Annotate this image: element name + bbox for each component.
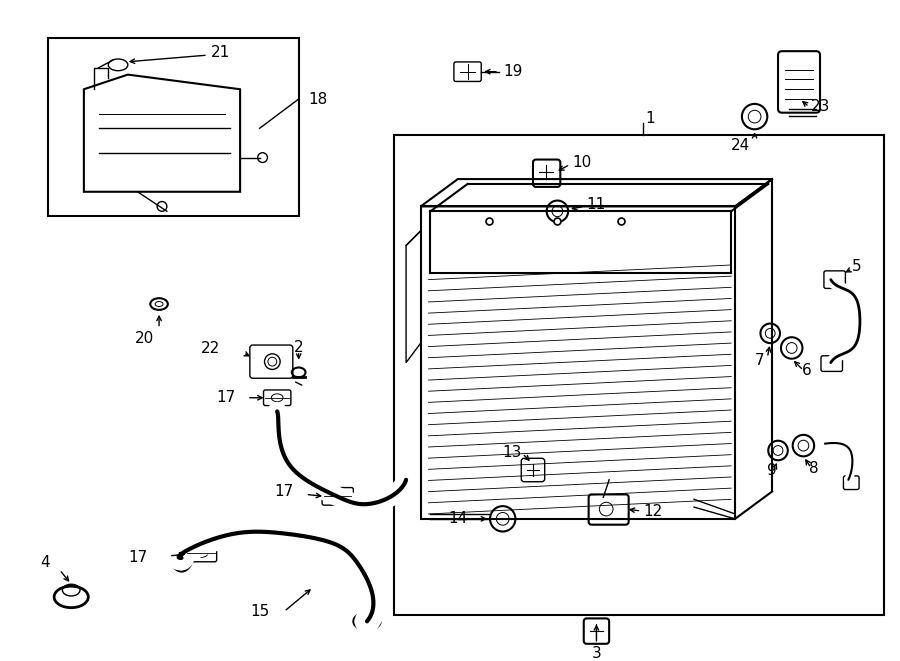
Text: 1: 1 [645, 111, 655, 126]
Text: 20: 20 [135, 330, 154, 346]
Text: 15: 15 [250, 604, 269, 619]
Text: 11: 11 [587, 197, 606, 212]
Bar [394, 135, 885, 615]
Text: 18: 18 [309, 91, 328, 106]
Text: 4: 4 [40, 555, 50, 570]
Text: 6: 6 [802, 363, 811, 378]
Text: 23: 23 [811, 99, 831, 114]
Text: 17: 17 [274, 484, 293, 499]
Text: 2: 2 [294, 340, 303, 356]
Text: 19: 19 [504, 64, 523, 79]
Text: 12: 12 [644, 504, 662, 518]
Text: 13: 13 [502, 445, 521, 460]
Text: 7: 7 [754, 353, 764, 368]
Text: 14: 14 [448, 512, 468, 526]
Bar [48, 38, 299, 216]
Text: 10: 10 [572, 155, 591, 170]
Text: 21: 21 [211, 45, 230, 59]
Text: 22: 22 [202, 342, 220, 356]
Text: 24: 24 [732, 138, 751, 153]
Text: 3: 3 [591, 646, 601, 661]
Text: 8: 8 [809, 461, 819, 475]
Text: 9: 9 [768, 463, 777, 477]
Text: 17: 17 [128, 551, 148, 565]
Text: 5: 5 [852, 259, 862, 274]
Text: 17: 17 [216, 390, 235, 405]
